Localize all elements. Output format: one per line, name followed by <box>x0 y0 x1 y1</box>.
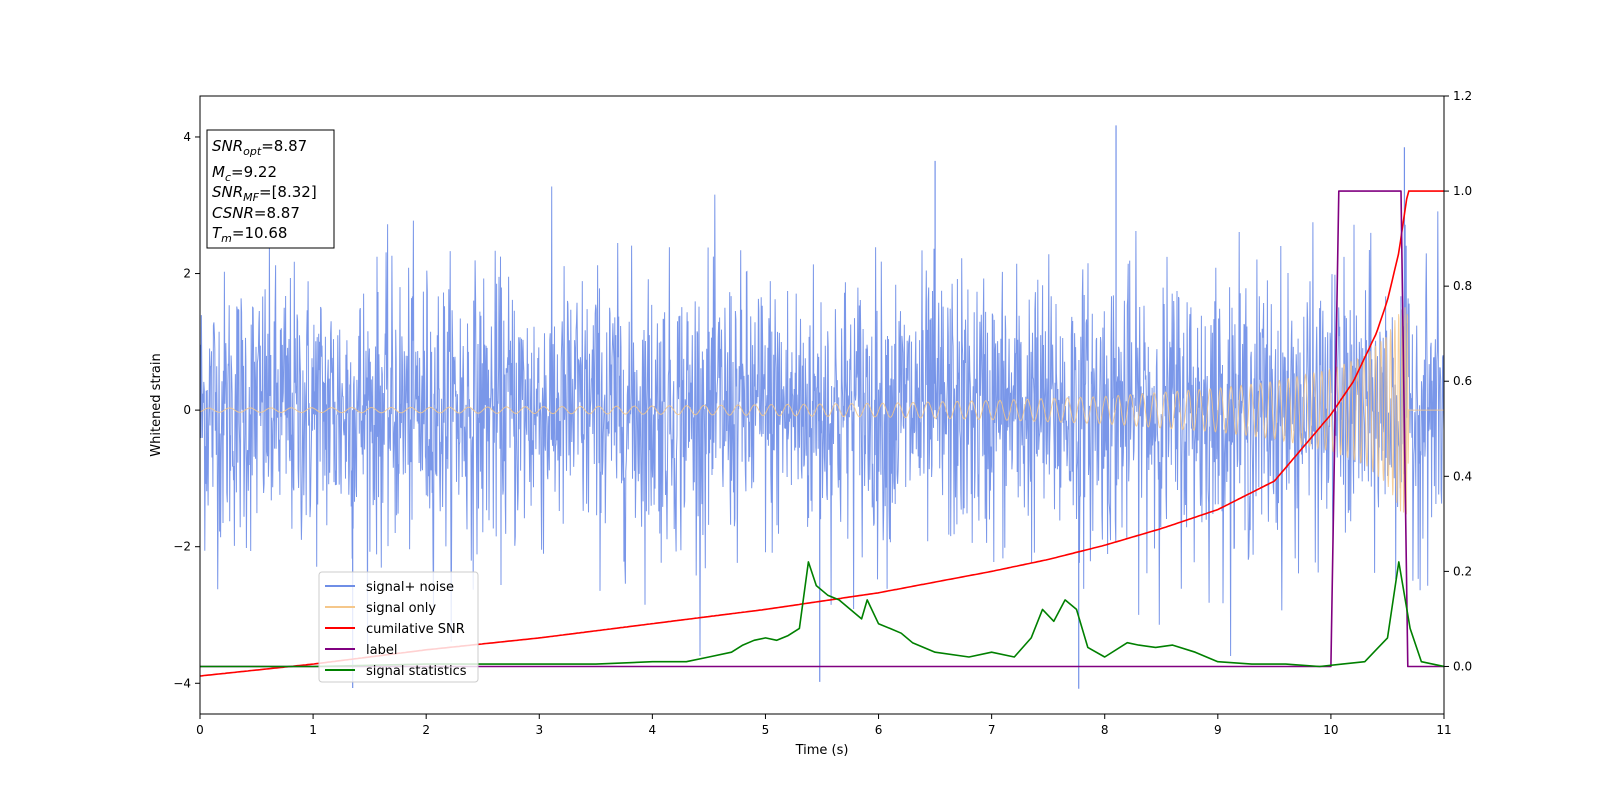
info-box-frame <box>206 129 335 249</box>
x-tick-label: 8 <box>1101 723 1109 737</box>
y-left-tick-label: −2 <box>173 540 191 554</box>
y-left-tick-label: 0 <box>183 403 191 417</box>
y-left-tick-label: 2 <box>183 267 191 281</box>
info-line: Mc=9.22 <box>212 163 277 184</box>
legend-label: cumilative SNR <box>366 622 465 637</box>
x-tick-label: 10 <box>1323 723 1338 737</box>
series-signal-only <box>200 307 1444 515</box>
x-tick-label: 0 <box>196 723 204 737</box>
legend-frame <box>318 571 479 683</box>
y-left-tick-label: 4 <box>183 130 191 144</box>
x-tick-label: 5 <box>762 723 770 737</box>
y-right-tick-label: 0.8 <box>1453 279 1472 293</box>
x-axis-label: Time (s) <box>795 743 849 758</box>
info-line: SNRopt=8.87 <box>212 137 307 158</box>
signal-statistics-line <box>200 561 1444 668</box>
legend-label: signal+ noise <box>366 580 454 595</box>
info-line: SNRMF=[8.32] <box>212 183 317 204</box>
y-right-tick-label: 0.0 <box>1453 659 1472 673</box>
x-tick-label: 6 <box>875 723 883 737</box>
x-tick-label: 11 <box>1436 723 1451 737</box>
x-tick-label: 4 <box>649 723 657 737</box>
legend-label: signal statistics <box>366 664 467 679</box>
y-right-tick-label: 1.2 <box>1453 89 1472 103</box>
x-tick-label: 9 <box>1214 723 1222 737</box>
label-line <box>200 190 1444 668</box>
info-line: Tm=10.68 <box>212 224 287 245</box>
x-tick-label: 1 <box>309 723 317 737</box>
info-line: CSNR=8.87 <box>212 204 300 222</box>
y-axis-label: Whitened strain <box>149 353 164 456</box>
series-signal-statistics <box>200 561 1444 668</box>
x-tick-label: 3 <box>535 723 543 737</box>
legend: signal+ noise signal only cumilative SNR la… <box>318 571 479 683</box>
plot-frame <box>199 95 1445 715</box>
series-label <box>200 190 1444 668</box>
y-axis-right: 1.2 1.0 0.8 0.6 0.4 0.2 0.0 <box>1444 89 1472 673</box>
y-right-tick-label: 0.2 <box>1453 564 1472 578</box>
x-tick-label: 7 <box>988 723 996 737</box>
y-axis-left: 4 2 0 −2 −4 <box>173 130 200 690</box>
legend-label: label <box>366 643 397 658</box>
y-right-tick-label: 1.0 <box>1453 184 1472 198</box>
plot-area <box>200 125 1444 689</box>
signal-only-line <box>200 307 1444 515</box>
y-right-tick-label: 0.4 <box>1453 469 1472 483</box>
legend-label: signal only <box>366 601 436 616</box>
y-left-tick-label: −4 <box>173 676 191 690</box>
x-axis: 0 1 2 3 4 5 6 7 8 9 10 11 <box>196 714 1452 737</box>
x-tick-label: 2 <box>422 723 430 737</box>
y-right-tick-label: 0.6 <box>1453 374 1472 388</box>
